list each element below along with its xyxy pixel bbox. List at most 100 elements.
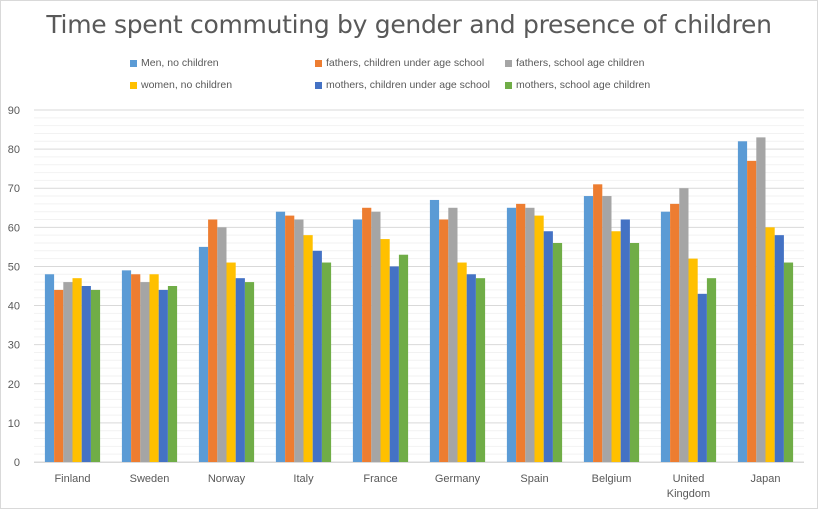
bar: [149, 274, 159, 462]
bar: [389, 266, 399, 462]
y-tick-label: 10: [8, 418, 20, 430]
bar: [140, 282, 150, 462]
legend-swatch: [315, 81, 322, 89]
bar: [131, 274, 141, 462]
bar: [54, 289, 64, 462]
bar: [620, 219, 630, 462]
bar: [226, 262, 236, 462]
bar: [679, 188, 689, 462]
bar: [303, 235, 313, 462]
chart-title: Time spent commuting by gender and prese…: [46, 10, 772, 39]
bar: [362, 207, 372, 462]
bar: [371, 211, 381, 462]
bar: [506, 207, 517, 462]
legend-label: fathers, school age children: [516, 57, 645, 69]
x-tick-label: United: [673, 473, 705, 485]
bar: [72, 278, 82, 462]
x-axis: Finland Sweden Norway Italy France Germany Spa…: [34, 462, 804, 500]
bar: [593, 184, 603, 463]
bar: [516, 203, 526, 462]
x-tick-label: Spain: [520, 473, 548, 485]
bar: [208, 219, 218, 462]
y-tick-label: 0: [14, 457, 20, 469]
legend-swatch: [505, 59, 512, 67]
x-tick-label: Belgium: [592, 473, 632, 485]
y-tick-label: 50: [8, 261, 20, 273]
bar: [81, 286, 91, 462]
y-tick-label: 20: [8, 379, 20, 391]
legend-swatch: [315, 59, 322, 67]
y-axis: 0 10 20 30 40 50 60 70 80 90: [8, 105, 20, 469]
legend-item: women, no children: [130, 79, 232, 91]
legend-swatch: [130, 59, 137, 67]
bar: [352, 219, 363, 462]
bars: [44, 137, 794, 463]
bar: [688, 258, 698, 462]
bar: [602, 196, 612, 463]
y-tick-label: 80: [8, 144, 20, 156]
bar: [543, 231, 553, 462]
legend-swatch: [130, 81, 137, 89]
bar: [294, 219, 304, 462]
bar: [583, 196, 594, 463]
bar: [670, 203, 680, 462]
bar: [466, 274, 476, 462]
legend-item: fathers, school age children: [505, 57, 644, 69]
bar: [398, 254, 409, 462]
bar: [660, 211, 671, 462]
bar: [765, 227, 775, 462]
bar: [312, 250, 322, 462]
bar: [756, 137, 766, 462]
legend-label: women, no children: [141, 79, 233, 91]
bar: [244, 282, 255, 462]
bar: [783, 262, 794, 462]
bar: [44, 274, 55, 462]
bar: [747, 160, 757, 462]
bar: [90, 289, 101, 462]
bar: [611, 231, 621, 462]
legend-label: mothers, school age children: [516, 79, 651, 91]
legend-label: Men, no children: [141, 57, 219, 69]
legend-item: mothers, children under age school: [315, 79, 490, 91]
bar: [63, 282, 73, 462]
bar: [737, 141, 748, 463]
x-tick-label: France: [363, 473, 397, 485]
bar: [380, 239, 390, 462]
y-tick-label: 60: [8, 222, 20, 234]
bar: [198, 246, 209, 462]
x-tick-label: Italy: [293, 473, 314, 485]
legend-swatch: [505, 81, 512, 89]
bar: [534, 215, 544, 462]
bar: [697, 293, 707, 462]
legend-item: mothers, school age children: [505, 79, 650, 91]
x-tick-label: Germany: [435, 473, 481, 485]
bar: [235, 278, 245, 462]
bar: [457, 262, 467, 462]
bar: [158, 289, 168, 462]
y-tick-label: 70: [8, 183, 20, 195]
bar: [429, 199, 440, 462]
y-tick-label: 40: [8, 301, 20, 313]
bar: [167, 286, 178, 462]
bar: [448, 207, 458, 462]
x-tick-label: Kingdom: [667, 488, 710, 500]
bar: [525, 207, 535, 462]
bar: [439, 219, 449, 462]
bar: [217, 227, 227, 462]
bar: [552, 242, 563, 462]
bar: [706, 278, 717, 462]
y-tick-label: 90: [8, 105, 20, 117]
bar: [121, 270, 132, 462]
x-tick-label: Japan: [751, 473, 781, 485]
bar: [774, 235, 784, 462]
y-tick-label: 30: [8, 340, 20, 352]
bar: [629, 242, 640, 462]
x-tick-label: Sweden: [130, 473, 170, 485]
x-tick-label: Norway: [208, 473, 246, 485]
legend-label: fathers, children under age school: [326, 57, 485, 69]
bar: [475, 278, 486, 462]
legend-label: mothers, children under age school: [326, 79, 491, 91]
bar: [285, 215, 295, 462]
bar: [321, 262, 332, 462]
